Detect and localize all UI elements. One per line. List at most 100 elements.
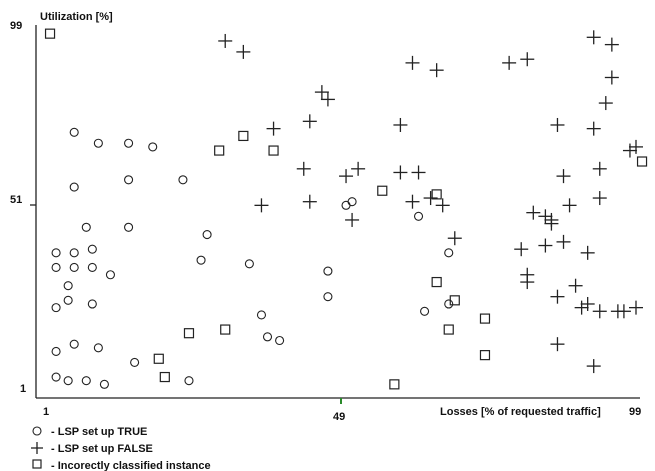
point-lsp-true [202,230,212,240]
x-tick-label-mid: 49 [333,411,345,423]
point-lsp-true [444,299,454,309]
point-lsp-false [604,70,619,85]
point-lsp-false [254,198,269,213]
point-lsp-false [314,85,329,100]
point-lsp-true [420,306,430,316]
point-incorrect [636,156,648,167]
point-lsp-true [130,357,140,367]
point-lsp-true [63,281,73,291]
point-lsp-false [592,191,607,206]
point-lsp-false [339,169,354,184]
point-incorrect [44,28,56,39]
x-tick-label-left: 1 [43,406,49,418]
point-lsp-false [604,37,619,52]
point-lsp-true [256,310,267,320]
point-incorrect [479,350,491,361]
point-lsp-false [616,304,631,319]
point-lsp-false [302,114,317,129]
point-lsp-false [580,296,595,311]
point-lsp-true [69,248,79,258]
point-lsp-false [423,191,438,206]
point-lsp-true [93,343,103,353]
point-lsp-true [69,127,79,137]
point-lsp-false [405,55,420,70]
point-lsp-false [520,52,535,67]
point-lsp-false [556,234,571,249]
point-lsp-true [51,372,61,382]
point-lsp-false [447,231,462,246]
point-incorrect [268,145,279,156]
point-lsp-false [574,300,589,315]
point-lsp-false [526,205,541,220]
point-lsp-true [347,197,357,207]
point-lsp-false [550,117,565,132]
point-lsp-false [393,165,408,180]
point-lsp-false [568,278,583,293]
point-lsp-true [184,376,194,386]
point-lsp-true [323,266,333,276]
point-lsp-true [87,299,97,309]
point-incorrect [443,324,454,335]
point-lsp-false [580,245,595,260]
legend: - LSP set up TRUE - LSP set up FALSE - I… [31,426,211,471]
point-lsp-false [296,161,311,176]
point-lsp-true [69,182,79,192]
point-lsp-false [345,212,360,227]
point-lsp-false [393,117,408,132]
point-lsp-true [51,248,61,258]
plot-markers [44,28,648,390]
y-tick-label-top: 99 [10,20,22,32]
point-incorrect [431,276,442,288]
point-lsp-true [93,138,103,148]
point-lsp-false [435,198,450,213]
point-lsp-true [81,222,91,232]
point-lsp-true [87,262,97,272]
point-lsp-false [550,289,565,304]
point-lsp-false [562,198,577,213]
point-lsp-true [124,222,134,232]
point-lsp-true [51,303,61,313]
point-lsp-true [63,295,73,305]
point-lsp-true [69,339,79,349]
point-incorrect [389,379,400,390]
point-lsp-false [538,209,553,224]
y-axis-title: Utilization [%] [40,11,113,23]
point-lsp-true [444,248,454,258]
point-lsp-false [538,238,553,253]
point-lsp-true [124,138,134,148]
point-lsp-true [244,259,254,269]
point-lsp-false [629,300,643,315]
point-lsp-true [178,175,188,185]
point-lsp-false [629,139,643,154]
point-lsp-true [148,142,158,152]
point-incorrect [431,189,442,200]
point-lsp-false [302,194,317,209]
point-lsp-true [51,346,61,357]
legend-circle-icon [32,426,42,436]
point-lsp-true [51,262,61,272]
point-lsp-true [99,379,109,389]
point-incorrect [238,130,249,142]
point-lsp-true [323,292,333,302]
point-lsp-false [622,143,637,158]
point-lsp-true [275,335,285,346]
point-incorrect [153,353,164,364]
y-tick-label-bottom: 1 [20,383,26,395]
point-lsp-false [556,169,571,184]
point-incorrect [449,295,460,306]
point-lsp-true [87,244,97,254]
point-incorrect [183,328,195,339]
point-lsp-true [124,175,134,185]
point-lsp-false [520,275,535,290]
point-lsp-false [320,92,335,107]
point-lsp-false [586,359,601,374]
point-lsp-false [429,63,444,78]
point-lsp-false [218,33,233,48]
point-lsp-false [544,212,559,227]
legend-label-incorrect: - Incorectly classified instance [51,460,211,471]
point-lsp-false [351,161,366,176]
point-lsp-true [63,376,73,386]
x-axis-title: Losses [% of requested traffic] [440,406,601,418]
point-lsp-true [341,200,351,210]
